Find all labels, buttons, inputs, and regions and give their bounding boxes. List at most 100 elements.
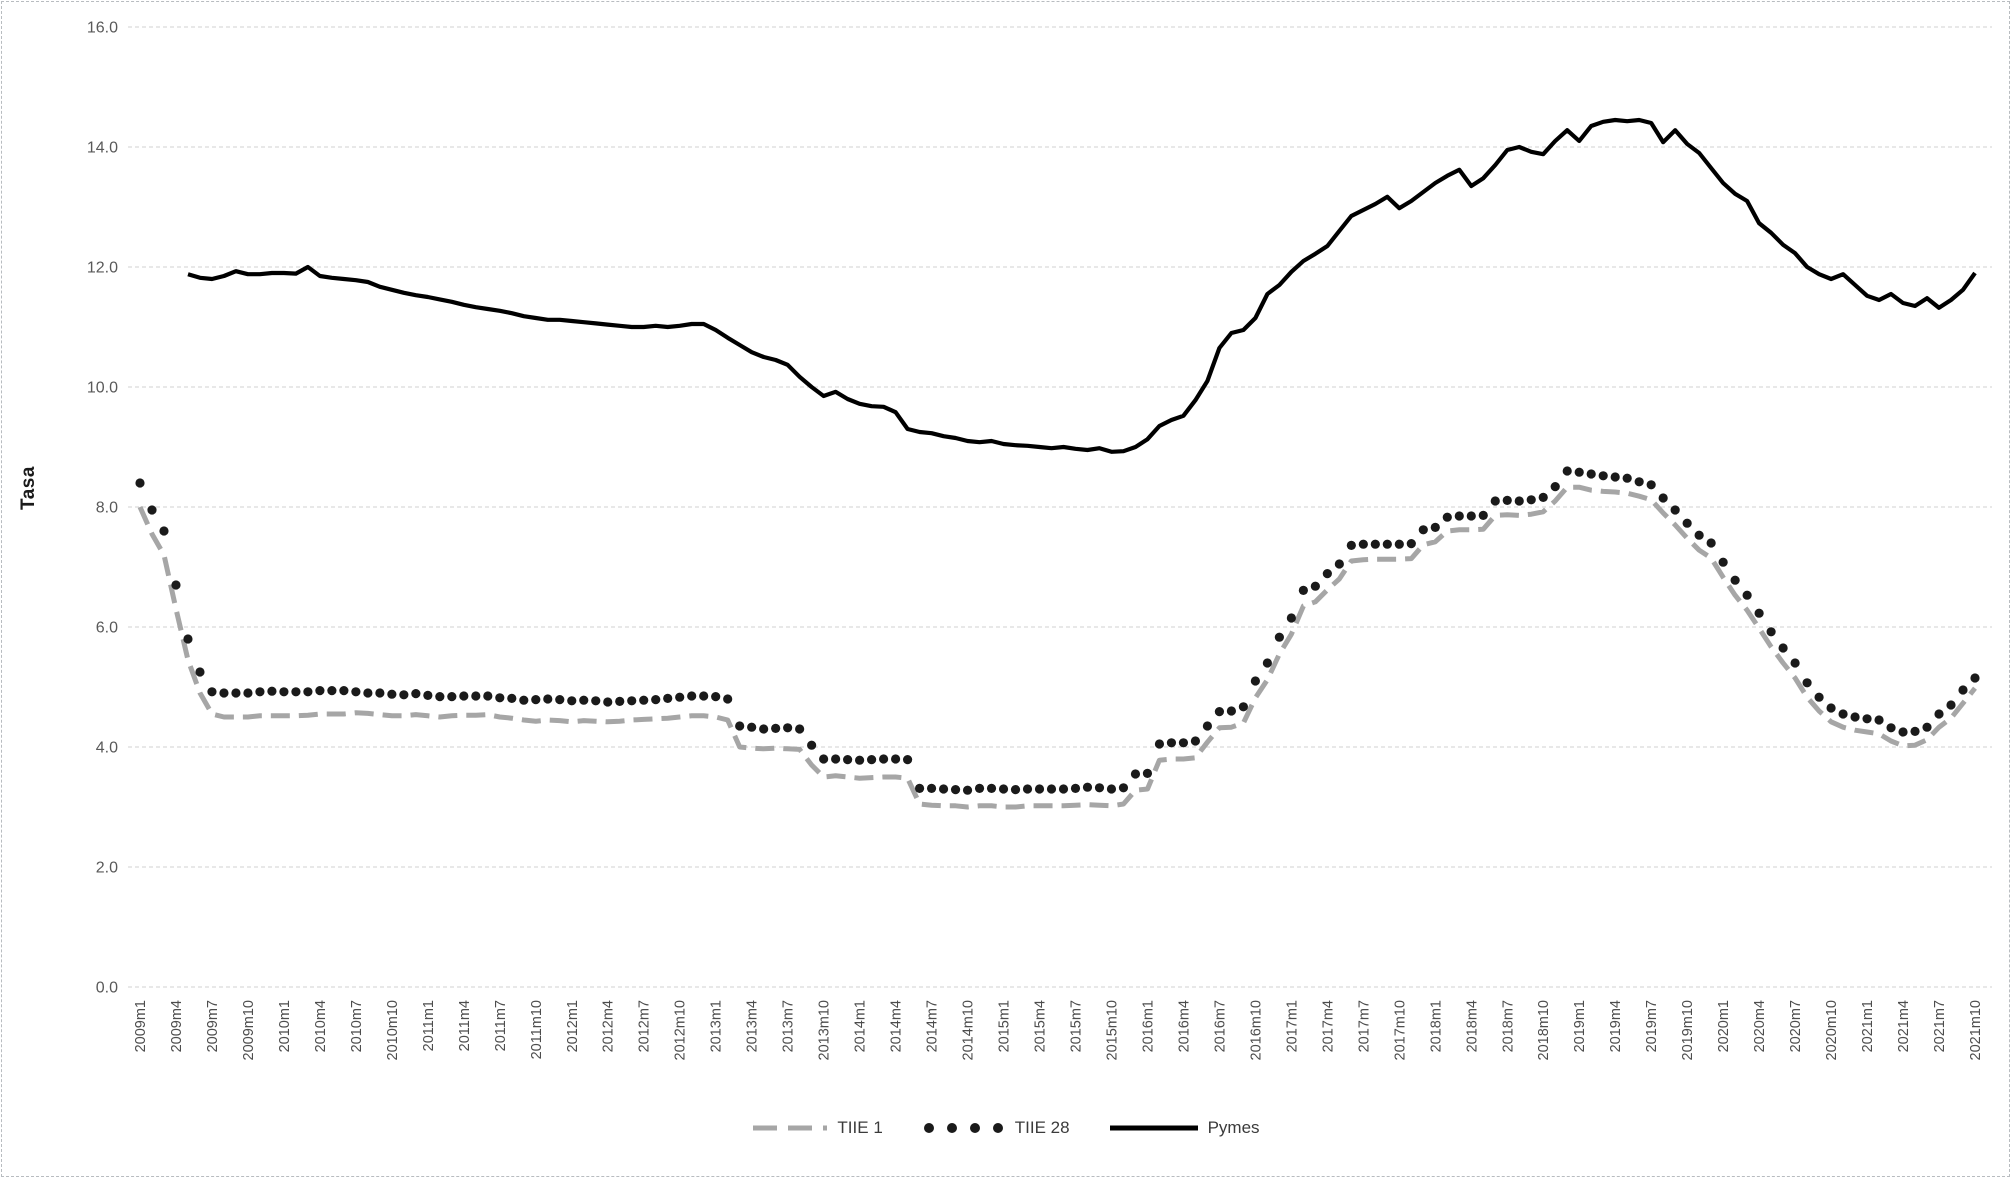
series-point-tiie-28 — [1778, 643, 1788, 653]
series-point-tiie-28 — [1454, 511, 1464, 521]
series-point-tiie-28 — [219, 688, 229, 698]
x-tick-label: 2010m4 — [313, 1000, 329, 1052]
x-tick-label: 2009m1 — [133, 1000, 149, 1052]
series-point-tiie-28 — [1826, 703, 1836, 713]
legend-item-pymes: Pymes — [1108, 1118, 1260, 1138]
series-point-tiie-28 — [1022, 784, 1033, 794]
series-point-tiie-28 — [807, 740, 817, 750]
series-point-tiie-28 — [974, 783, 985, 794]
series-point-tiie-28 — [1946, 700, 1956, 710]
series-point-tiie-28 — [543, 694, 553, 704]
series-point-tiie-28 — [1142, 768, 1153, 779]
series-point-tiie-28 — [183, 634, 193, 644]
x-tick-label: 2013m10 — [817, 1000, 833, 1060]
series-point-tiie-28 — [1898, 727, 1908, 737]
x-tick-label: 2018m10 — [1536, 1000, 1552, 1060]
series-point-tiie-28 — [1202, 721, 1213, 731]
series-point-tiie-28 — [459, 691, 469, 701]
x-tick-label: 2016m1 — [1140, 1000, 1156, 1052]
legend-label-tiie28: TIIE 28 — [1014, 1118, 1070, 1137]
series-point-tiie-28 — [1754, 608, 1764, 618]
series-point-tiie-28 — [914, 783, 925, 794]
series-point-tiie-28 — [1322, 569, 1332, 579]
x-tick-label: 2018m4 — [1464, 1000, 1480, 1052]
x-tick-label: 2011m10 — [529, 1000, 545, 1059]
x-tick-label: 2014m7 — [925, 1000, 941, 1052]
series-point-tiie-28 — [1850, 712, 1860, 722]
x-tick-label: 2009m10 — [241, 1000, 257, 1060]
series-point-tiie-28 — [303, 687, 313, 697]
series-point-tiie-28 — [926, 783, 937, 794]
series-point-tiie-28 — [1250, 676, 1260, 686]
series-point-tiie-28 — [1514, 496, 1524, 506]
series-point-tiie-28 — [159, 526, 169, 536]
x-tick-label: 2017m4 — [1320, 1000, 1336, 1052]
x-tick-label: 2019m7 — [1644, 1000, 1660, 1052]
series-point-tiie-28 — [579, 695, 589, 705]
series-point-tiie-28 — [267, 686, 277, 696]
series-point-tiie-28 — [483, 691, 493, 701]
series-point-tiie-28 — [986, 783, 997, 794]
series-point-tiie-28 — [1922, 722, 1932, 732]
x-tick-label: 2011m7 — [493, 1000, 509, 1051]
x-tick-label: 2014m1 — [853, 1000, 869, 1052]
series-point-tiie-28 — [1886, 723, 1896, 733]
series-point-tiie-28 — [627, 696, 637, 706]
series-point-tiie-28 — [1106, 784, 1117, 794]
y-tick-label: 12.0 — [87, 260, 118, 277]
series-point-tiie-28 — [1874, 715, 1884, 725]
series-point-tiie-28 — [1814, 692, 1824, 702]
x-tick-label: 2017m10 — [1392, 1000, 1408, 1060]
x-tick-label: 2018m1 — [1428, 1000, 1444, 1052]
x-tick-label: 2012m7 — [637, 1000, 653, 1052]
series-point-tiie-28 — [938, 784, 949, 794]
series-point-tiie-28 — [1526, 495, 1536, 505]
series-point-tiie-28 — [878, 754, 889, 764]
series-point-tiie-28 — [1490, 496, 1500, 506]
x-tick-label: 2019m1 — [1572, 1000, 1588, 1052]
series-point-tiie-28 — [591, 696, 601, 706]
series-point-tiie-28 — [507, 693, 517, 704]
series-point-tiie-28 — [1058, 784, 1069, 794]
series-point-tiie-28 — [531, 695, 541, 705]
series-point-tiie-28 — [435, 692, 445, 702]
x-tick-label: 2013m4 — [745, 1000, 761, 1052]
series-line-tiie-1 — [137, 484, 1977, 810]
series-point-tiie-28 — [783, 723, 793, 733]
solid-line-sample-icon — [1109, 1125, 1198, 1131]
series-point-tiie-28 — [962, 785, 973, 795]
series-point-tiie-28 — [795, 724, 805, 734]
x-tick-label: 2015m7 — [1068, 1000, 1084, 1052]
series-point-tiie-28 — [1130, 769, 1141, 779]
y-tick-label: 6.0 — [96, 620, 118, 637]
series-point-tiie-28 — [735, 721, 745, 731]
x-tick-label: 2016m7 — [1212, 1000, 1228, 1052]
series-point-tiie-28 — [1118, 783, 1129, 793]
series-point-tiie-28 — [1310, 581, 1320, 591]
series-point-tiie-28 — [771, 723, 781, 734]
series-point-tiie-28 — [1694, 530, 1704, 540]
series-point-tiie-28 — [1010, 785, 1021, 795]
series-point-tiie-28 — [819, 754, 829, 764]
series-point-tiie-28 — [867, 755, 877, 765]
x-tick-label: 2015m10 — [1104, 1000, 1120, 1060]
x-tick-label: 2011m4 — [457, 1000, 473, 1051]
x-tick-label: 2015m1 — [997, 1000, 1013, 1052]
x-tick-label: 2013m7 — [781, 1000, 797, 1052]
series-point-tiie-28 — [471, 691, 481, 701]
x-tick-label: 2012m4 — [601, 1000, 617, 1052]
series-point-tiie-28 — [1670, 505, 1680, 515]
chart-legend: TIIE 1 TIIE 28 Pymes — [0, 1118, 2011, 1138]
x-tick-label: 2011m1 — [421, 1000, 437, 1051]
x-tick-label: 2014m4 — [889, 1000, 905, 1052]
series-point-tiie-28 — [1622, 473, 1632, 483]
x-tick-label: 2020m1 — [1716, 1000, 1732, 1052]
series-line-pymes — [187, 117, 1977, 454]
series-point-tiie-28 — [651, 695, 661, 705]
series-point-tiie-28 — [1538, 492, 1548, 502]
series-point-tiie-28 — [315, 686, 325, 696]
series-point-tiie-28 — [387, 689, 397, 699]
y-tick-label: 16.0 — [87, 20, 118, 37]
series-point-tiie-28 — [1418, 525, 1428, 535]
y-axis-title: Tasa — [18, 466, 39, 510]
